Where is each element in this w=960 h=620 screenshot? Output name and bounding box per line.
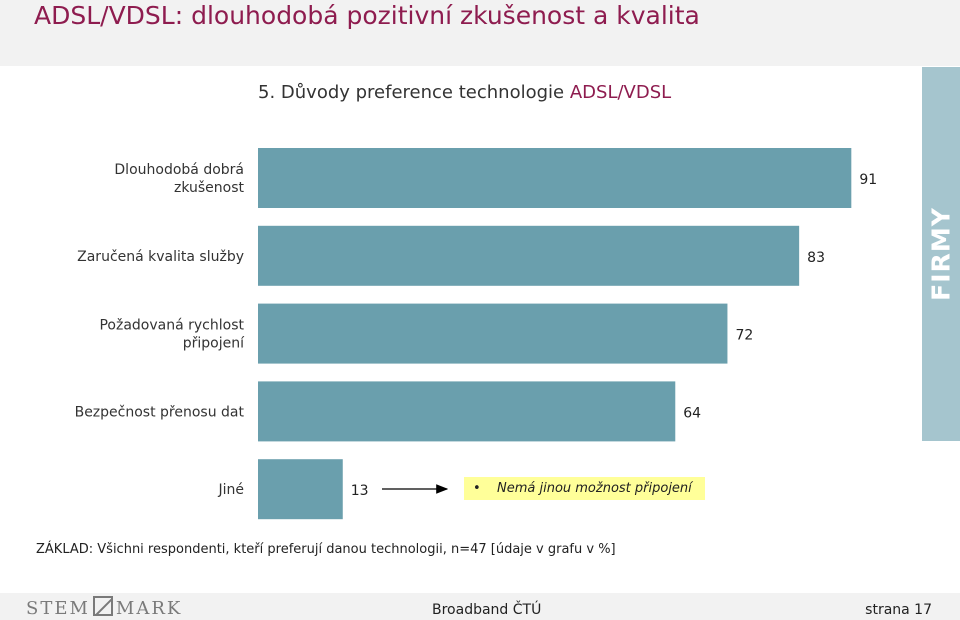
footnote: ZÁKLAD: Všichni respondenti, kteří prefe… [36,542,616,557]
bar-value-3: 64 [683,405,701,421]
page-title: ADSL/VDSL: dlouhodobá pozitivní zkušenos… [34,1,700,30]
note-bullet: • [473,481,481,496]
bar-value-0: 91 [859,172,877,188]
bar-value-2: 72 [735,328,753,344]
bar-4 [258,459,343,520]
footer-center-text: Broadband ČTÚ [432,602,542,618]
side-band [922,67,960,441]
category-label-3: Bezpečnost přenosu dat [75,404,245,420]
bar-chart: 91 Dlouhodobá dobrá zkušenost 83 Zaručená kv… [75,148,877,520]
footer-band [0,593,960,620]
category-label-2: Požadovaná rychlost připojení [99,318,245,352]
note-box: • Nemá jinou možnost připojení [464,477,705,500]
logo-left-text: STEM [26,598,90,619]
bar-1 [258,225,800,286]
bar-0 [258,148,852,208]
logo-right-text: MARK [115,598,183,619]
page-number: strana 17 [865,602,932,618]
note-text: Nemá jinou možnost připojení [497,481,692,496]
category-label-1: Zaručená kvalita služby [77,249,244,265]
bar-value-4: 13 [351,483,369,499]
bar-3 [258,381,676,442]
bar-value-1: 83 [807,250,825,266]
chart-title-prefix: 5. Důvody preference technologie [258,82,565,103]
bar-2 [258,303,728,364]
chart-title: 5. Důvody preference technologie ADSL/VD… [258,82,671,103]
header-band [0,0,960,66]
stemmark-logo: STEM MARK [26,596,182,619]
category-label-0: Dlouhodobá dobrá zkušenost [114,162,244,196]
logo-mark-icon [92,596,113,616]
chart-title-highlight: ADSL/VDSL [569,82,672,103]
category-label-4: Jiné [217,482,244,498]
